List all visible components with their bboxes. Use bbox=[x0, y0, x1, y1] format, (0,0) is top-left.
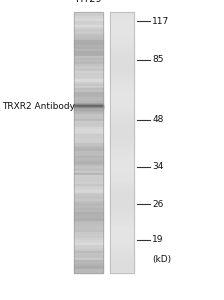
Text: 85: 85 bbox=[152, 56, 164, 64]
Text: 117: 117 bbox=[152, 16, 170, 26]
Bar bbox=[110, 12, 134, 273]
Text: HT29: HT29 bbox=[76, 0, 101, 4]
Text: 26: 26 bbox=[152, 200, 164, 208]
Text: 48: 48 bbox=[152, 116, 164, 124]
Text: 19: 19 bbox=[152, 236, 164, 244]
Text: 34: 34 bbox=[152, 162, 164, 171]
Text: TRXR2 Antibody: TRXR2 Antibody bbox=[2, 102, 75, 111]
Bar bbox=[74, 12, 103, 273]
Text: (kD): (kD) bbox=[152, 255, 171, 264]
